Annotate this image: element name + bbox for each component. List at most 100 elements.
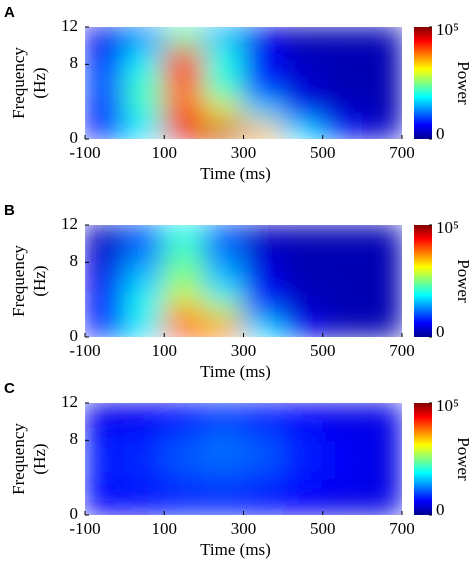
- heat-cell: [202, 495, 245, 515]
- heat-cell: [361, 82, 402, 103]
- heat-cell: [85, 420, 126, 442]
- heat-cell: [282, 495, 324, 515]
- heat-cell: [163, 82, 205, 103]
- heat-cell: [361, 495, 402, 515]
- heat-cell: [163, 420, 205, 442]
- colorbar-tick-label: 10⁵: [436, 396, 459, 415]
- heatmap: [85, 403, 402, 515]
- heatmap: [85, 27, 402, 139]
- colorbar-label: Power: [454, 437, 473, 481]
- heat-cell: [163, 298, 205, 320]
- panel-letter: A: [4, 4, 15, 21]
- heat-cell: [163, 100, 205, 122]
- panel-letter: B: [4, 202, 15, 219]
- heat-cell: [123, 298, 166, 320]
- colorbar-label: Power: [454, 61, 473, 105]
- y-axis-label: (Hz): [30, 67, 49, 98]
- heat-cell: [282, 476, 324, 498]
- heat-cell: [361, 280, 402, 301]
- heat-cell: [202, 317, 245, 337]
- heat-cell: [123, 458, 166, 479]
- heat-cell: [321, 403, 364, 423]
- y-tick-label: 8: [70, 53, 79, 72]
- x-axis-label: Time (ms): [200, 540, 271, 559]
- heat-cell: [85, 82, 126, 103]
- heat-cell: [282, 63, 324, 84]
- colorbar-label: Power: [454, 259, 473, 303]
- heat-cell: [202, 63, 245, 84]
- heat-cell: [85, 298, 126, 320]
- x-tick-label: -100: [69, 341, 100, 360]
- heat-cell: [321, 439, 364, 460]
- heat-cell: [202, 225, 245, 245]
- heat-cell: [321, 495, 364, 515]
- x-tick-label: 700: [389, 519, 415, 538]
- heat-cell: [123, 63, 166, 84]
- heat-cell: [321, 317, 364, 337]
- heat-cell: [321, 280, 364, 301]
- heat-cell: [123, 261, 166, 282]
- heat-cell: [163, 44, 205, 66]
- y-tick-label: 12: [61, 214, 78, 233]
- heat-cell: [123, 439, 166, 460]
- heat-cell: [202, 44, 245, 66]
- heat-cell: [85, 119, 126, 139]
- heat-cell: [361, 261, 402, 282]
- heat-cell: [123, 100, 166, 122]
- y-axis-label: Frequency: [9, 245, 28, 317]
- heat-cell: [361, 458, 402, 479]
- heat-cell: [242, 298, 285, 320]
- y-tick-label: 12: [61, 16, 78, 35]
- y-axis-label: (Hz): [30, 443, 49, 474]
- heat-cell: [123, 119, 166, 139]
- x-tick-label: -100: [69, 143, 100, 162]
- heat-cell: [361, 63, 402, 84]
- heat-cell: [282, 242, 324, 264]
- heat-cell: [361, 242, 402, 264]
- heat-cell: [242, 495, 285, 515]
- x-tick-label: 300: [231, 341, 257, 360]
- heat-cell: [282, 44, 324, 66]
- x-tick-label: 500: [310, 519, 336, 538]
- x-tick-label: 100: [152, 143, 178, 162]
- x-tick-label: 100: [152, 341, 178, 360]
- heat-cell: [242, 82, 285, 103]
- heat-cell: [163, 225, 205, 245]
- heat-cell: [163, 27, 205, 47]
- heat-cell: [202, 298, 245, 320]
- heat-cell: [321, 100, 364, 122]
- heat-cell: [85, 495, 126, 515]
- heat-cell: [321, 458, 364, 479]
- heat-cell: [242, 420, 285, 442]
- heat-cell: [85, 458, 126, 479]
- heat-cell: [321, 225, 364, 245]
- heat-cell: [202, 439, 245, 460]
- heat-cell: [123, 495, 166, 515]
- heat-cell: [242, 225, 285, 245]
- heat-cell: [282, 280, 324, 301]
- heat-cell: [282, 119, 324, 139]
- heat-cell: [123, 242, 166, 264]
- colorbar-tick-label: 10⁵: [436, 218, 459, 237]
- heat-cell: [202, 280, 245, 301]
- heat-cell: [242, 261, 285, 282]
- heat-cell: [282, 27, 324, 47]
- heat-cell: [282, 317, 324, 337]
- heat-cell: [202, 100, 245, 122]
- heat-cell: [123, 420, 166, 442]
- heat-cell: [361, 317, 402, 337]
- heat-cell: [321, 82, 364, 103]
- heat-cell: [282, 458, 324, 479]
- heat-cell: [163, 119, 205, 139]
- heat-cell: [85, 439, 126, 460]
- heat-cell: [242, 476, 285, 498]
- heat-cell: [123, 403, 166, 423]
- heat-cell: [242, 403, 285, 423]
- heat-cell: [163, 495, 205, 515]
- heat-cell: [85, 27, 126, 47]
- heat-cell: [361, 476, 402, 498]
- heat-cell: [361, 439, 402, 460]
- heat-cell: [202, 420, 245, 442]
- heat-cell: [163, 458, 205, 479]
- heat-cell: [242, 439, 285, 460]
